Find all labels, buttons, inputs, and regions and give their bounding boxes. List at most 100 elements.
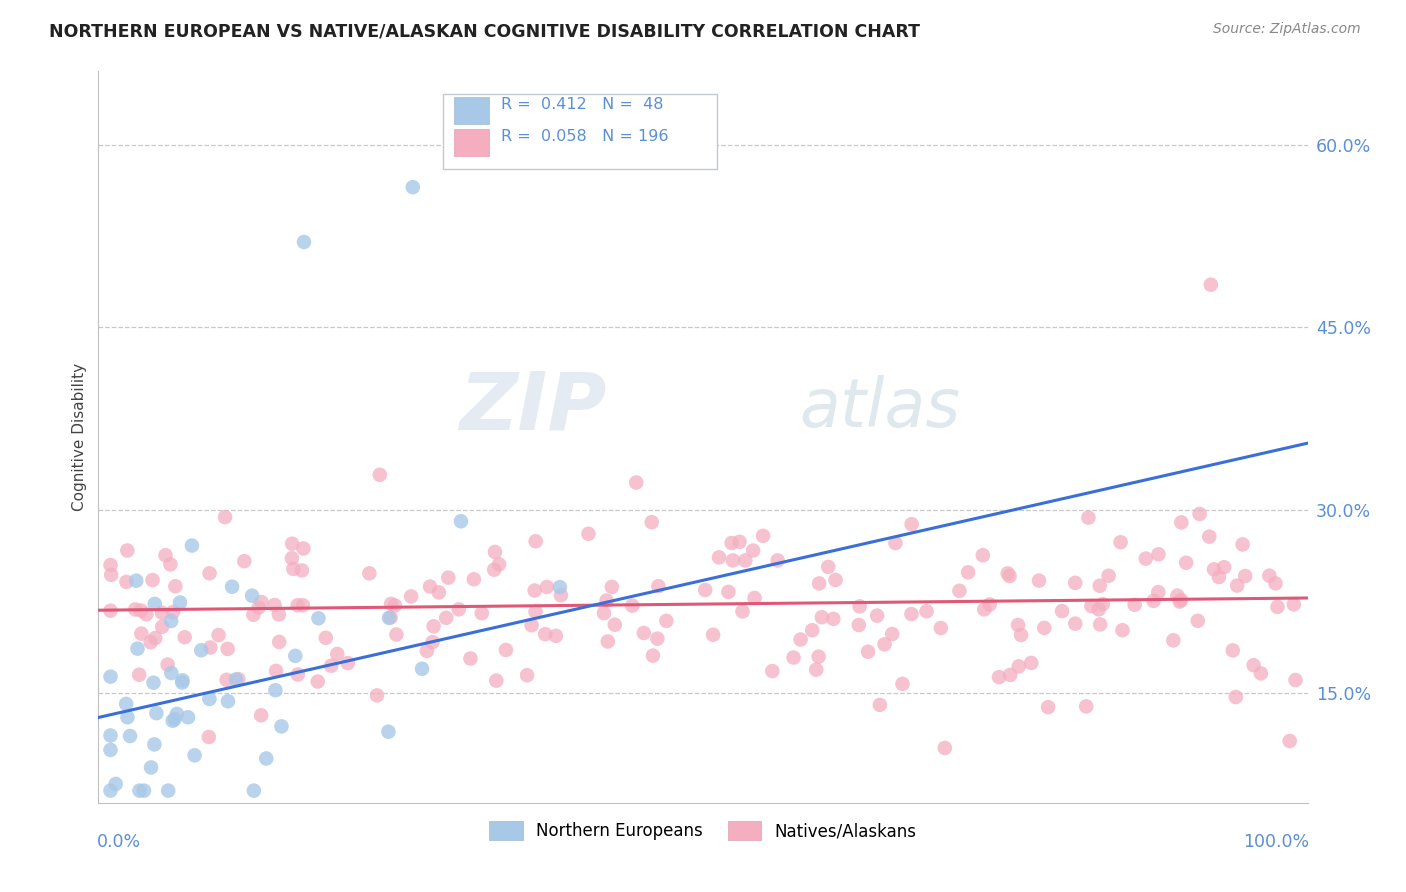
Point	[150, 620, 173, 634]
Point	[217, 641, 239, 656]
Point	[155, 548, 177, 562]
Point	[377, 724, 399, 739]
Point	[807, 649, 830, 664]
Point	[1008, 659, 1031, 673]
Point	[402, 180, 425, 194]
Point	[177, 710, 200, 724]
Point	[817, 560, 839, 574]
Point	[1202, 562, 1225, 576]
Point	[172, 675, 194, 690]
Point	[250, 595, 273, 609]
Point	[221, 580, 243, 594]
Point	[198, 692, 221, 706]
Point	[128, 783, 150, 797]
Point	[315, 631, 337, 645]
Point	[399, 590, 422, 604]
Point	[915, 604, 938, 618]
Point	[115, 574, 138, 589]
Point	[427, 585, 450, 599]
Point	[520, 618, 543, 632]
Point	[1109, 535, 1132, 549]
Point	[307, 674, 329, 689]
Point	[998, 569, 1021, 583]
Point	[1007, 618, 1029, 632]
Text: Source: ZipAtlas.com: Source: ZipAtlas.com	[1213, 22, 1361, 37]
Point	[695, 582, 717, 597]
Point	[824, 573, 846, 587]
Point	[139, 635, 162, 649]
Point	[1213, 560, 1236, 574]
Point	[534, 627, 557, 641]
Point	[160, 614, 183, 628]
Point	[1170, 516, 1192, 530]
Point	[621, 599, 644, 613]
Point	[1087, 602, 1109, 616]
Point	[115, 697, 138, 711]
Point	[721, 553, 744, 567]
Point	[655, 614, 678, 628]
Point	[283, 562, 305, 576]
Point	[447, 602, 470, 616]
Point	[900, 517, 922, 532]
Point	[548, 580, 571, 594]
Point	[848, 599, 870, 614]
Point	[641, 515, 664, 529]
Point	[766, 553, 789, 567]
Point	[1147, 585, 1170, 599]
Point	[929, 621, 952, 635]
Point	[536, 580, 558, 594]
Legend: Northern Europeans, Natives/Alaskans: Northern Europeans, Natives/Alaskans	[482, 814, 924, 847]
Point	[1076, 699, 1098, 714]
Point	[891, 677, 914, 691]
Point	[934, 740, 956, 755]
Point	[326, 647, 349, 661]
Point	[228, 672, 250, 686]
Point	[385, 627, 408, 641]
Y-axis label: Cognitive Disability: Cognitive Disability	[72, 363, 87, 511]
Point	[1243, 658, 1265, 673]
Point	[471, 606, 494, 620]
Point	[128, 667, 150, 681]
Point	[173, 630, 195, 644]
Point	[419, 580, 441, 594]
Point	[998, 668, 1021, 682]
Point	[1175, 556, 1198, 570]
Point	[162, 714, 184, 728]
Point	[524, 534, 547, 549]
Point	[544, 629, 567, 643]
Point	[734, 553, 756, 567]
Point	[488, 558, 510, 572]
Point	[254, 751, 277, 765]
Point	[172, 673, 194, 688]
Point	[1226, 578, 1249, 592]
Point	[181, 539, 204, 553]
Point	[782, 650, 804, 665]
Point	[368, 467, 391, 482]
Point	[159, 558, 181, 572]
Point	[801, 624, 824, 638]
Point	[165, 579, 187, 593]
Point	[593, 606, 616, 620]
Point	[578, 526, 600, 541]
Point	[117, 543, 139, 558]
Point	[264, 664, 287, 678]
Point	[139, 760, 162, 774]
Point	[1264, 576, 1286, 591]
Point	[422, 635, 444, 649]
Point	[873, 637, 896, 651]
Point	[1088, 579, 1111, 593]
Point	[744, 591, 766, 605]
Point	[948, 583, 970, 598]
Point	[437, 571, 460, 585]
Point	[707, 550, 730, 565]
Point	[250, 708, 273, 723]
Point	[359, 566, 381, 581]
Point	[169, 595, 191, 609]
Point	[1284, 673, 1306, 687]
Point	[281, 537, 304, 551]
Point	[596, 634, 619, 648]
Point	[1198, 530, 1220, 544]
Text: NORTHERN EUROPEAN VS NATIVE/ALASKAN COGNITIVE DISABILITY CORRELATION CHART: NORTHERN EUROPEAN VS NATIVE/ALASKAN COGN…	[49, 22, 920, 40]
Point	[384, 599, 406, 613]
Point	[156, 657, 179, 672]
